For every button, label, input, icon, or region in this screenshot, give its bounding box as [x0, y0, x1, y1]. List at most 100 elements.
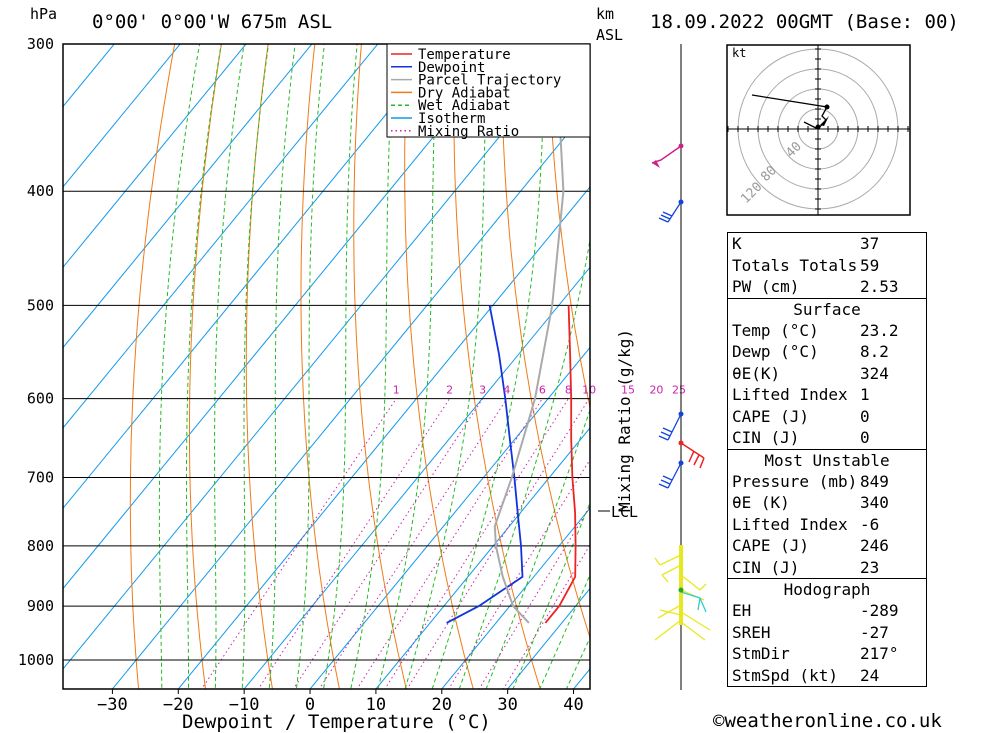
hodograph-title: Hodograph [783, 580, 871, 599]
lcl-label: LCL [611, 503, 638, 521]
isotherm-line [177, 186, 590, 689]
indices-table: K 37 Totals Totals 59 PW (cm) 2.53 [727, 232, 927, 299]
legend-label: Temperature [418, 47, 511, 63]
wet-adiabat-line [158, 44, 201, 689]
dry-adiabat-line [453, 44, 541, 689]
x-tick-label: 10 [366, 695, 386, 715]
copyright-link[interactable]: ©weatheronline.co.uk [713, 710, 942, 732]
series-dewpoint [446, 305, 524, 624]
pressure-tick-label: 300 [27, 35, 54, 53]
wet-adiabat-line [213, 44, 245, 689]
mixing-ratio-label: 20 [649, 384, 663, 397]
mixing-ratio-lines [201, 398, 590, 689]
series-parcel-trajectory [493, 44, 565, 624]
surface-row: CAPE (J) 0 [732, 406, 870, 426]
indices-panel: K 37 Totals Totals 59 PW (cm) 2.53 Surface … [727, 232, 927, 687]
most-unstable-row: θE (K) 340 [732, 493, 889, 512]
mixing-ratio-label: 6 [539, 384, 546, 397]
mixing-ratio-line [318, 398, 508, 689]
surface-row: CIN (J) 0 [732, 428, 870, 447]
mixing-ratio-line [201, 398, 397, 689]
legend-label: Dewpoint [418, 60, 485, 76]
most-unstable-table: Most Unstable Pressure (mb) 849 θE (K) 340… [727, 448, 927, 579]
hodograph-unit: kt [732, 46, 746, 60]
wind-barb-300 [651, 145, 682, 164]
x-tick-label: 40 [563, 695, 583, 715]
mixing-ratio-line [356, 398, 543, 689]
wet-adiabat-line [241, 44, 270, 689]
most-unstable-row: CIN (J) 23 [732, 557, 880, 577]
surface-row: Lifted Index 1 [732, 385, 870, 404]
wind-barb-620 [658, 413, 682, 441]
dry-adiabat-line [300, 44, 340, 689]
x-tick-label: 20 [432, 695, 452, 715]
location-title: 0°00' 0°00'W 675m ASL [92, 11, 332, 33]
hodograph-point [824, 104, 830, 110]
pressure-lines [63, 44, 590, 661]
pressure-tick-label: 500 [27, 296, 54, 314]
legend-label: Dry Adiabat [418, 85, 511, 101]
wind-barb-400 [658, 201, 682, 223]
isotherm-line [309, 346, 590, 689]
x-axis-label: Dewpoint / Temperature (°C) [182, 711, 491, 733]
dry-adiabat-line [189, 44, 222, 689]
wind-barb-900 [680, 591, 707, 613]
dry-adiabat-line [501, 44, 590, 640]
height-unit-asl: ASL [596, 26, 623, 44]
pressure-unit-label: hPa [30, 5, 57, 23]
index-row-pw: PW (cm) 2.53 [732, 277, 899, 296]
low-level-wind-barbs [654, 545, 711, 641]
dry-adiabat-line [404, 44, 474, 689]
x-tick-label: 0 [305, 695, 315, 715]
legend-label: Wet Adiabat [418, 98, 511, 114]
most-unstable-title: Most Unstable [764, 450, 890, 470]
x-tick-label: −10 [229, 695, 260, 715]
plot-frame [62, 43, 591, 690]
mixing-ratio-label: 8 [565, 384, 572, 397]
pressure-tick-label: 600 [27, 390, 54, 408]
mixing-ratio-line [257, 398, 451, 689]
pressure-tick-label: 900 [27, 597, 54, 615]
mixing-ratio-line [384, 398, 569, 689]
wet-adiabats [158, 44, 590, 689]
dry-adiabats [129, 0, 1000, 709]
series-temperature [544, 305, 577, 624]
legend-label: Isotherm [418, 111, 485, 127]
wet-adiabat-line [377, 44, 438, 689]
wet-adiabat-line [539, 573, 590, 689]
hodograph-origin-point [815, 124, 821, 130]
wind-profile [651, 44, 711, 690]
legend-label: Parcel Trajectory [418, 73, 561, 89]
datetime-title: 18.09.2022 00GMT (Base: 00) [650, 11, 959, 33]
legend-box [386, 43, 591, 138]
wind-barb-690 [658, 462, 682, 489]
dry-adiabat-line [353, 44, 407, 689]
isotherm-line [63, 44, 313, 349]
mixing-ratio-labels: 1 2 3 4 6 8 10 15 20 25 [393, 384, 686, 397]
index-row-k: K 37 [732, 234, 880, 253]
most-unstable-row: Lifted Index -6 [732, 514, 880, 534]
dry-adiabat-line [991, 0, 1000, 709]
surface-table: Surface Temp (°C) 23.2 Dewp (°C) 8.2 θE(K)… [727, 297, 927, 450]
mixing-ratio-label: 15 [621, 384, 635, 397]
mixing-ratio-line [292, 398, 484, 689]
x-tick-label: 30 [497, 695, 517, 715]
legend-label: Mixing Ratio [418, 124, 519, 140]
hodograph-row: EH -289 [732, 601, 899, 620]
wind-barb-300-flag [652, 160, 660, 168]
surface-row: θE(K) 324 [732, 363, 889, 383]
wet-adiabat-line [186, 44, 222, 689]
isotherm-line [63, 44, 181, 188]
index-row-totals: Totals Totals 59 [732, 255, 880, 275]
dry-adiabat-line [947, 0, 1000, 709]
hodograph-row: StmSpd (kt) 24 [732, 665, 880, 685]
mixing-ratio-label: 10 [582, 384, 596, 397]
wet-adiabat-line [485, 408, 590, 689]
mixing-ratio-label: 4 [503, 384, 510, 397]
hodograph-table: Hodograph EH -289 SREH -27 StmDir 217° StmS… [727, 578, 927, 687]
mixing-ratio-line [502, 543, 590, 689]
x-tick-label: −20 [163, 695, 194, 715]
pressure-tick-label: 700 [27, 469, 54, 487]
